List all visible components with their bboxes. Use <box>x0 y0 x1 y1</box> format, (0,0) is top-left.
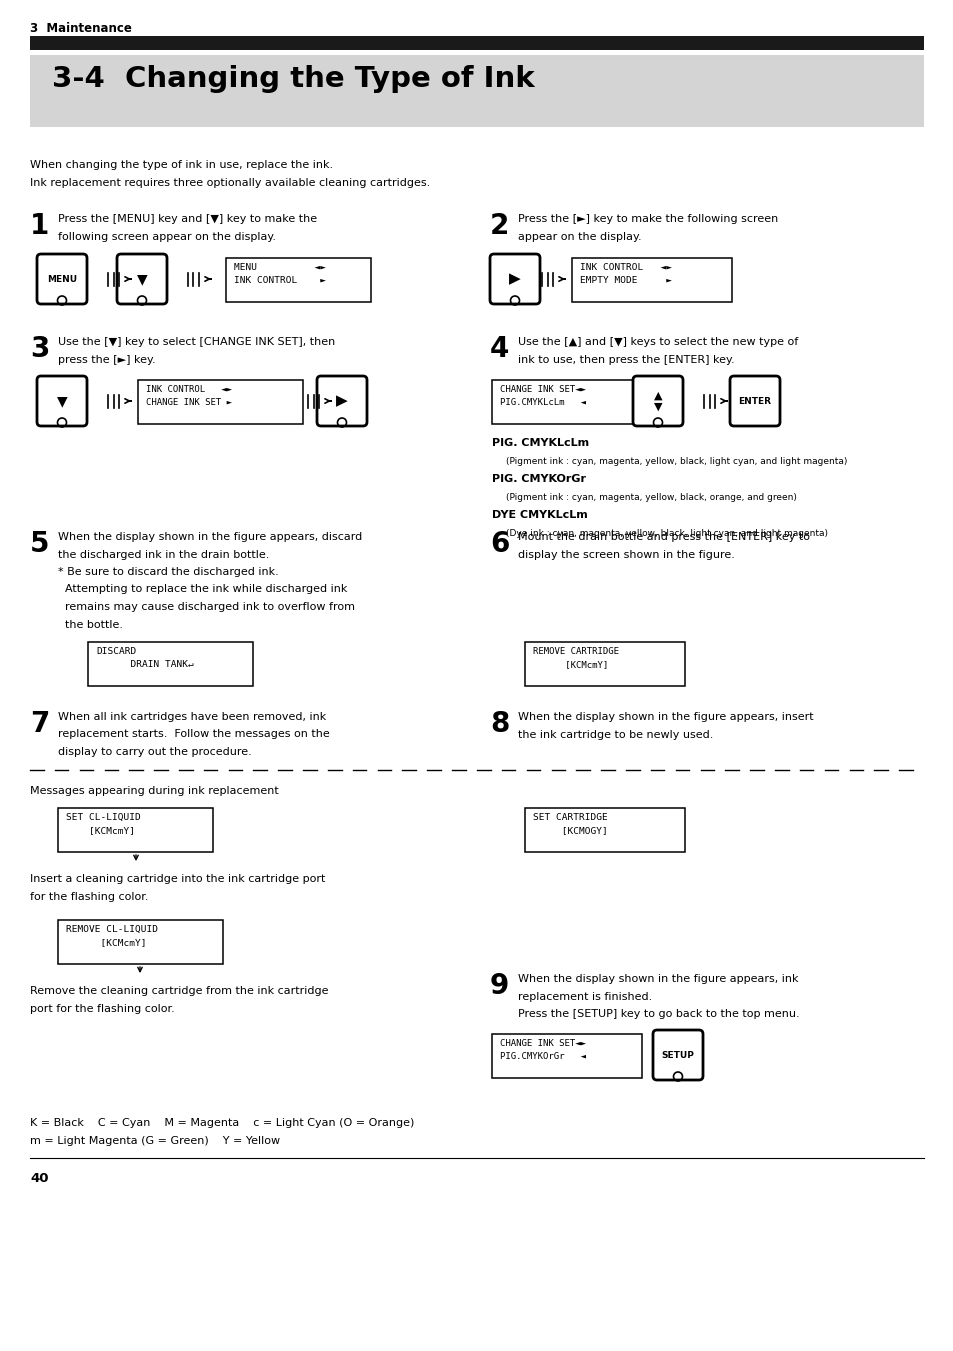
Text: press the [►] key.: press the [►] key. <box>58 355 155 365</box>
Bar <box>30 36 923 50</box>
Text: Use the [▲] and [▼] keys to select the new type of: Use the [▲] and [▼] keys to select the n… <box>517 336 798 347</box>
FancyBboxPatch shape <box>117 254 167 304</box>
Text: When the display shown in the figure appears, ink: When the display shown in the figure app… <box>517 974 798 984</box>
Text: 8: 8 <box>490 711 509 738</box>
Text: REMOVE CARTRIDGE
      [KCMcmY]: REMOVE CARTRIDGE [KCMcmY] <box>533 647 618 669</box>
Text: remains may cause discharged ink to overflow from: remains may cause discharged ink to over… <box>58 603 355 612</box>
Text: 3  Maintenance: 3 Maintenance <box>30 22 132 35</box>
Text: MENU          ◄►
INK CONTROL    ►: MENU ◄► INK CONTROL ► <box>233 263 326 285</box>
FancyBboxPatch shape <box>37 254 87 304</box>
Text: CHANGE INK SET◄►
PIG.CMYKOrGr   ◄: CHANGE INK SET◄► PIG.CMYKOrGr ◄ <box>499 1039 585 1061</box>
Text: ▶: ▶ <box>335 393 348 408</box>
FancyBboxPatch shape <box>652 1029 702 1079</box>
Text: replacement starts.  Follow the messages on the: replacement starts. Follow the messages … <box>58 730 330 739</box>
Text: ▼: ▼ <box>56 394 68 408</box>
Text: Attempting to replace the ink while discharged ink: Attempting to replace the ink while disc… <box>58 585 347 594</box>
Text: 1: 1 <box>30 212 50 240</box>
Text: for the flashing color.: for the flashing color. <box>30 892 149 902</box>
Text: Press the [SETUP] key to go back to the top menu.: Press the [SETUP] key to go back to the … <box>517 1009 799 1019</box>
Text: ENTER: ENTER <box>738 396 771 405</box>
Text: 6: 6 <box>490 530 509 558</box>
Text: the bottle.: the bottle. <box>58 620 123 630</box>
Text: ink to use, then press the [ENTER] key.: ink to use, then press the [ENTER] key. <box>517 355 734 365</box>
Text: Use the [▼] key to select [CHANGE INK SET], then: Use the [▼] key to select [CHANGE INK SE… <box>58 336 335 347</box>
Text: the discharged ink in the drain bottle.: the discharged ink in the drain bottle. <box>58 550 269 559</box>
Text: 5: 5 <box>30 530 50 558</box>
FancyBboxPatch shape <box>37 376 87 426</box>
FancyBboxPatch shape <box>492 1034 641 1078</box>
Text: (Pigment ink : cyan, magenta, yellow, black, orange, and green): (Pigment ink : cyan, magenta, yellow, bl… <box>505 493 796 503</box>
FancyBboxPatch shape <box>492 380 641 424</box>
FancyBboxPatch shape <box>138 380 303 424</box>
Text: Insert a cleaning cartridge into the ink cartridge port: Insert a cleaning cartridge into the ink… <box>30 874 325 884</box>
FancyBboxPatch shape <box>58 920 223 965</box>
Text: 2: 2 <box>490 212 509 240</box>
FancyBboxPatch shape <box>226 258 371 303</box>
FancyBboxPatch shape <box>58 808 213 852</box>
Text: Remove the cleaning cartridge from the ink cartridge: Remove the cleaning cartridge from the i… <box>30 986 328 996</box>
Text: When the display shown in the figure appears, insert: When the display shown in the figure app… <box>517 712 813 721</box>
Text: port for the flashing color.: port for the flashing color. <box>30 1004 174 1015</box>
Text: (Pigment ink : cyan, magenta, yellow, black, light cyan, and light magenta): (Pigment ink : cyan, magenta, yellow, bl… <box>505 457 846 466</box>
FancyBboxPatch shape <box>633 376 682 426</box>
Text: following screen appear on the display.: following screen appear on the display. <box>58 232 275 242</box>
Text: display the screen shown in the figure.: display the screen shown in the figure. <box>517 550 734 561</box>
Text: Ink replacement requires three optionally available cleaning cartridges.: Ink replacement requires three optionall… <box>30 178 430 188</box>
Text: K = Black    C = Cyan    M = Magenta    c = Light Cyan (O = Orange): K = Black C = Cyan M = Magenta c = Light… <box>30 1119 414 1128</box>
Text: MENU: MENU <box>47 274 77 284</box>
FancyBboxPatch shape <box>88 642 253 686</box>
Text: When the display shown in the figure appears, discard: When the display shown in the figure app… <box>58 532 362 542</box>
Text: INK CONTROL   ◄►
EMPTY MODE     ►: INK CONTROL ◄► EMPTY MODE ► <box>579 263 671 285</box>
FancyBboxPatch shape <box>572 258 731 303</box>
Text: * Be sure to discard the discharged ink.: * Be sure to discard the discharged ink. <box>58 567 278 577</box>
Text: DYE CMYKLcLm: DYE CMYKLcLm <box>492 509 587 520</box>
Text: display to carry out the procedure.: display to carry out the procedure. <box>58 747 252 757</box>
Text: 3-4  Changing the Type of Ink: 3-4 Changing the Type of Ink <box>52 65 535 93</box>
Text: When changing the type of ink in use, replace the ink.: When changing the type of ink in use, re… <box>30 159 333 170</box>
Text: INK CONTROL   ◄►
CHANGE INK SET ►: INK CONTROL ◄► CHANGE INK SET ► <box>146 385 232 407</box>
Text: Messages appearing during ink replacement: Messages appearing during ink replacemen… <box>30 786 278 796</box>
Text: SET CARTRIDGE
     [KCMOGY]: SET CARTRIDGE [KCMOGY] <box>533 813 607 835</box>
Text: SET CL-LIQUID
    [KCMcmY]: SET CL-LIQUID [KCMcmY] <box>66 813 141 835</box>
FancyBboxPatch shape <box>729 376 780 426</box>
Text: (Dye ink : cyan, magenta, yellow, black, light cyan, and light magenta): (Dye ink : cyan, magenta, yellow, black,… <box>505 530 827 538</box>
Text: m = Light Magenta (G = Green)    Y = Yellow: m = Light Magenta (G = Green) Y = Yellow <box>30 1136 280 1146</box>
Bar <box>30 55 923 127</box>
Text: ▼: ▼ <box>136 272 147 286</box>
Text: REMOVE CL-LIQUID
      [KCMcmY]: REMOVE CL-LIQUID [KCMcmY] <box>66 925 158 947</box>
Text: SETUP: SETUP <box>660 1051 694 1059</box>
Text: Mount the drain bottle and press the [ENTER] key to: Mount the drain bottle and press the [EN… <box>517 532 809 542</box>
Text: 9: 9 <box>490 971 509 1000</box>
FancyBboxPatch shape <box>490 254 539 304</box>
FancyBboxPatch shape <box>524 642 684 686</box>
Text: PIG. CMYKLcLm: PIG. CMYKLcLm <box>492 438 589 449</box>
Text: Press the [MENU] key and [▼] key to make the: Press the [MENU] key and [▼] key to make… <box>58 213 316 224</box>
Text: ▲
▼: ▲ ▼ <box>653 390 661 412</box>
Text: When all ink cartridges have been removed, ink: When all ink cartridges have been remove… <box>58 712 326 721</box>
Text: ▶: ▶ <box>509 272 520 286</box>
Text: 4: 4 <box>490 335 509 363</box>
Text: PIG. CMYKOrGr: PIG. CMYKOrGr <box>492 474 585 484</box>
Text: the ink cartridge to be newly used.: the ink cartridge to be newly used. <box>517 730 713 740</box>
FancyBboxPatch shape <box>524 808 684 852</box>
Text: 40: 40 <box>30 1173 49 1185</box>
Text: 3: 3 <box>30 335 50 363</box>
Text: appear on the display.: appear on the display. <box>517 232 641 242</box>
Text: 7: 7 <box>30 711 50 738</box>
FancyBboxPatch shape <box>316 376 367 426</box>
Text: CHANGE INK SET◄►
PIG.CMYKLcLm   ◄: CHANGE INK SET◄► PIG.CMYKLcLm ◄ <box>499 385 585 407</box>
Text: replacement is finished.: replacement is finished. <box>517 992 652 1001</box>
Text: DISCARD
      DRAIN TANK↵: DISCARD DRAIN TANK↵ <box>96 647 193 669</box>
Text: Press the [►] key to make the following screen: Press the [►] key to make the following … <box>517 213 778 224</box>
